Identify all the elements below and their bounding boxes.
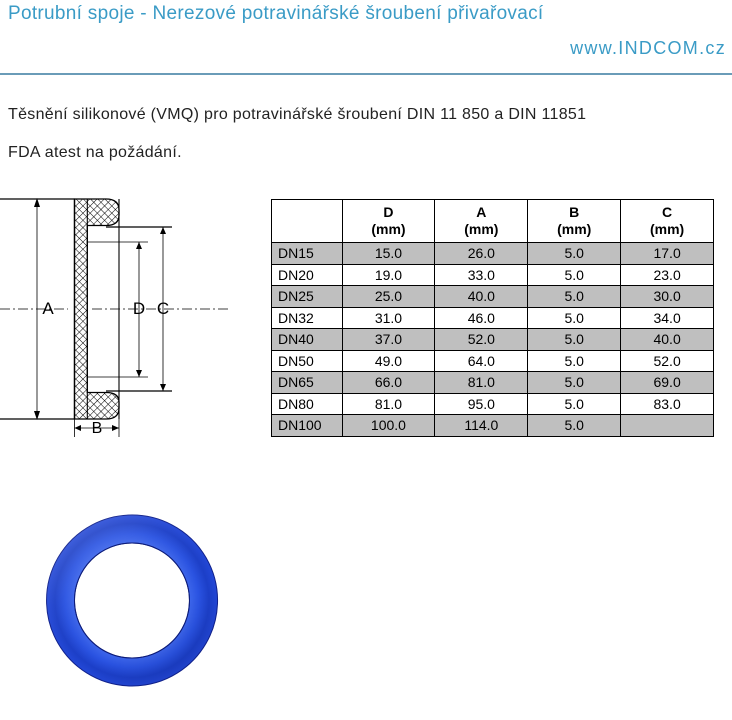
svg-text:B: B [92, 420, 103, 437]
svg-text:C: C [157, 299, 169, 318]
svg-text:A: A [42, 299, 54, 318]
svg-text:D: D [133, 299, 145, 318]
